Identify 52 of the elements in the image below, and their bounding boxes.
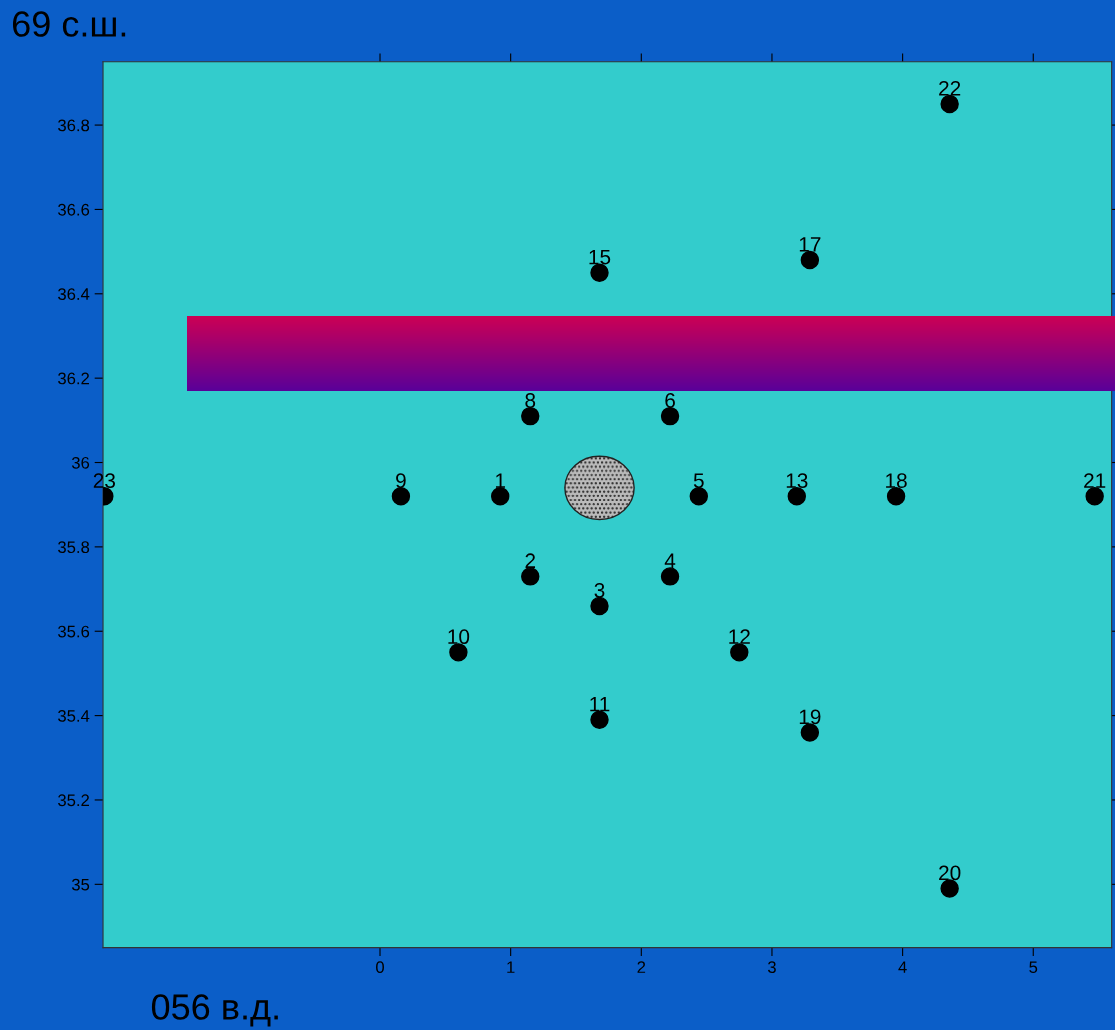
annotation: 13 bbox=[786, 473, 808, 488]
point bbox=[391, 487, 411, 506]
point bbox=[521, 567, 540, 586]
x-tick-label: 4 bbox=[898, 961, 907, 973]
text: 69 с.ш. bbox=[12, 11, 126, 37]
point bbox=[660, 567, 680, 586]
annotation: 17 bbox=[799, 237, 821, 252]
annotation: 15 bbox=[589, 249, 611, 265]
y-tick-label: 35.6 bbox=[58, 625, 90, 638]
y-tick-label: 36.2 bbox=[58, 372, 89, 385]
y-tick-label: 35.8 bbox=[58, 541, 90, 554]
point bbox=[730, 643, 749, 662]
annotation: 18 bbox=[886, 473, 907, 488]
x-tick-label: 3 bbox=[767, 961, 776, 974]
annotation: 8 bbox=[525, 393, 536, 408]
y-tick-label: 35.4 bbox=[58, 710, 90, 722]
annotation: 10 bbox=[448, 629, 470, 645]
y-tick-label: 36.8 bbox=[58, 119, 90, 132]
annotation: 6 bbox=[665, 393, 675, 408]
annotation: 1 bbox=[496, 473, 505, 488]
annotation: 9 bbox=[396, 473, 406, 488]
annotation: 19 bbox=[799, 709, 821, 725]
annotation: 11 bbox=[590, 697, 610, 712]
point bbox=[886, 487, 906, 506]
point bbox=[940, 94, 959, 114]
point bbox=[1085, 487, 1104, 506]
point bbox=[689, 487, 708, 506]
x-tick-label: 5 bbox=[1029, 961, 1038, 974]
point bbox=[800, 250, 820, 270]
point bbox=[521, 406, 540, 426]
x-tick-label: 1 bbox=[507, 961, 515, 973]
annotation: 22 bbox=[939, 80, 961, 96]
text: 056 в.д. bbox=[151, 994, 278, 1027]
y-tick-label: 36.6 bbox=[58, 203, 90, 216]
point bbox=[491, 487, 510, 506]
y-tick-label: 36 bbox=[71, 456, 90, 469]
annotation: 2 bbox=[525, 553, 535, 568]
point bbox=[590, 710, 609, 730]
y-tick-label: 35.2 bbox=[58, 794, 89, 807]
annotation: 21 bbox=[1084, 473, 1106, 488]
point bbox=[787, 487, 806, 506]
y-tick-label: 35 bbox=[71, 878, 90, 891]
point bbox=[449, 643, 468, 662]
x-tick-label: 2 bbox=[637, 961, 646, 973]
annotation: 4 bbox=[664, 553, 676, 568]
annotation: 20 bbox=[939, 865, 961, 881]
y-tick-label: 36.4 bbox=[58, 288, 90, 300]
annotation: 12 bbox=[729, 629, 750, 644]
point bbox=[660, 406, 680, 426]
annotation: 5 bbox=[693, 473, 704, 488]
x-tick-label: 0 bbox=[376, 961, 384, 974]
point bbox=[590, 596, 609, 616]
